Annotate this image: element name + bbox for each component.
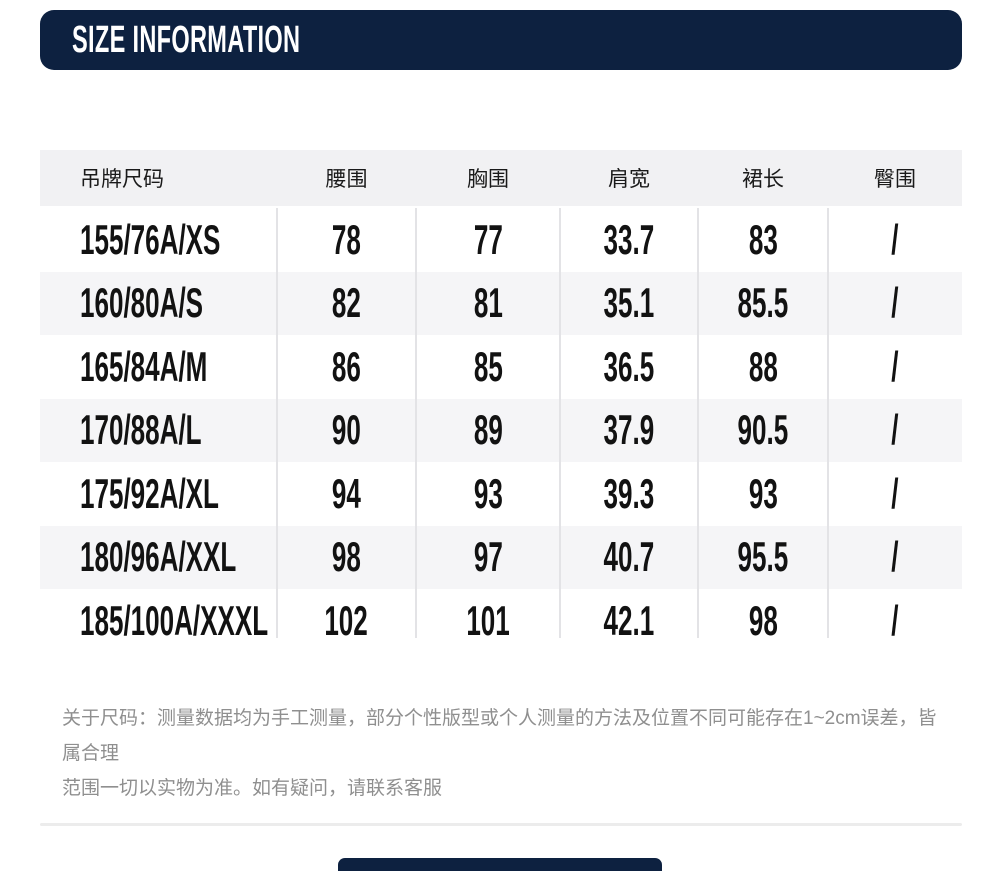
waist-cell: 94 <box>332 469 361 517</box>
column-header-waist: 腰围 <box>325 168 368 191</box>
hip-cell: / <box>891 596 899 644</box>
skirt-length-cell: 98 <box>748 596 778 644</box>
section-title: SIZE INFORMATION <box>72 18 301 61</box>
shoulder-cell: 33.7 <box>603 215 655 263</box>
skirt-length-cell: 93 <box>748 469 778 517</box>
bust-cell: 77 <box>473 215 503 263</box>
column-divider <box>415 208 417 638</box>
column-divider <box>827 208 829 638</box>
bust-cell: 97 <box>473 533 503 581</box>
size-cell: 180/96A/XXL <box>80 533 237 581</box>
table-header-row: 吊牌尺码 腰围 胸围 肩宽 裙长 臀围 <box>40 150 962 206</box>
table-row: 185/100A/XXXL 102 101 42.1 98 / <box>40 589 962 653</box>
size-cell: 160/80A/S <box>80 279 204 327</box>
bust-cell: 85 <box>473 342 503 390</box>
shoulder-cell: 37.9 <box>603 406 655 454</box>
size-table: 吊牌尺码 腰围 胸围 肩宽 裙长 臀围 155/76A/XS 78 77 33.… <box>40 150 962 653</box>
bust-cell: 89 <box>473 406 503 454</box>
waist-cell: 82 <box>332 279 361 327</box>
size-cell: 170/88A/L <box>80 406 202 454</box>
column-divider <box>276 208 278 638</box>
size-cell: 175/92A/XL <box>80 469 219 517</box>
skirt-length-cell: 88 <box>748 342 778 390</box>
waist-cell: 102 <box>324 596 369 644</box>
bust-cell: 81 <box>473 279 503 327</box>
table-row: 165/84A/M 86 85 36.5 88 / <box>40 335 962 399</box>
hip-cell: / <box>891 533 899 581</box>
table-row: 180/96A/XXL 98 97 40.7 95.5 / <box>40 525 962 589</box>
skirt-length-cell: 83 <box>748 215 778 263</box>
shoulder-cell: 40.7 <box>603 533 655 581</box>
table-row: 160/80A/S 82 81 35.1 85.5 / <box>40 271 962 335</box>
table-row: 155/76A/XS 78 77 33.7 83 / <box>40 208 962 272</box>
size-cell: 155/76A/XS <box>80 215 221 263</box>
size-note-line2: 范围一切以实物为准。如有疑问，请联系客服 <box>62 778 443 799</box>
table-row: 170/88A/L 90 89 37.9 90.5 / <box>40 398 962 462</box>
shoulder-cell: 42.1 <box>603 596 655 644</box>
waist-cell: 86 <box>332 342 361 390</box>
waist-cell: 90 <box>332 406 361 454</box>
shoulder-cell: 36.5 <box>603 342 655 390</box>
column-header-skirt-length: 裙长 <box>742 168 784 191</box>
waist-cell: 98 <box>332 533 361 581</box>
skirt-length-cell: 90.5 <box>737 406 789 454</box>
shoulder-cell: 35.1 <box>603 279 655 327</box>
skirt-length-cell: 85.5 <box>737 279 789 327</box>
column-header-bust: 胸围 <box>467 168 509 191</box>
size-cell: 185/100A/XXXL <box>80 596 269 644</box>
size-note-line1: 关于尺码：测量数据均为手工测量，部分个性版型或个人测量的方法及位置不同可能存在1… <box>62 708 937 764</box>
column-header-shoulder: 肩宽 <box>608 168 650 191</box>
hip-cell: / <box>891 406 899 454</box>
hip-cell: / <box>891 469 899 517</box>
table-row: 175/92A/XL 94 93 39.3 93 / <box>40 462 962 526</box>
bust-cell: 93 <box>473 469 503 517</box>
hip-cell: / <box>891 215 899 263</box>
size-cell: 165/84A/M <box>80 342 208 390</box>
skirt-length-cell: 95.5 <box>737 533 789 581</box>
section-header-bar: SIZE INFORMATION <box>40 10 962 70</box>
hip-cell: / <box>891 279 899 327</box>
size-note: 关于尺码：测量数据均为手工测量，部分个性版型或个人测量的方法及位置不同可能存在1… <box>62 701 942 806</box>
column-divider <box>697 208 699 638</box>
bust-cell: 101 <box>466 596 510 644</box>
waist-cell: 78 <box>332 215 361 263</box>
column-header-tag-size: 吊牌尺码 <box>80 168 164 191</box>
section-separator-line <box>40 823 962 826</box>
hip-cell: / <box>891 342 899 390</box>
shoulder-cell: 39.3 <box>603 469 655 517</box>
bottom-bar <box>338 858 662 871</box>
column-divider <box>559 208 561 638</box>
column-header-hip: 臀围 <box>874 168 916 191</box>
